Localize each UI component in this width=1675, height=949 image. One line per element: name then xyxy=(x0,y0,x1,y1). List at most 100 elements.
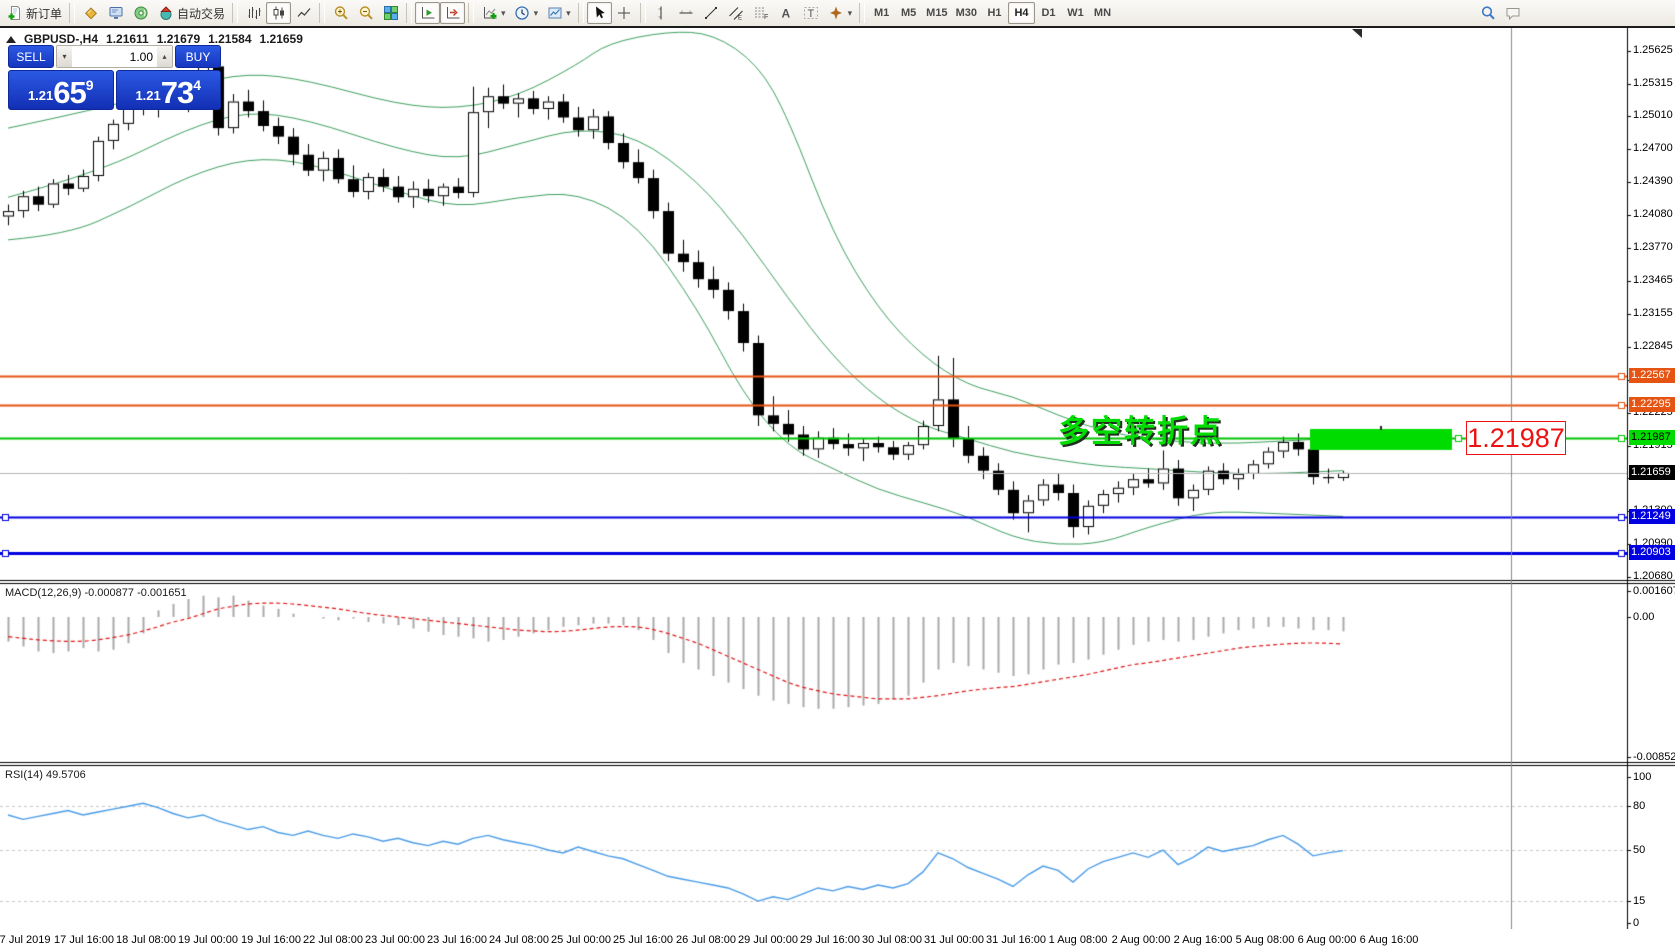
timeframe-button-mn[interactable]: MN xyxy=(1093,7,1112,19)
dropdown-caret-icon[interactable]: ▾ xyxy=(533,7,539,18)
collapse-panel-icon[interactable] xyxy=(6,35,16,43)
price-tick-label: 1.24390 xyxy=(1633,175,1673,187)
time-axis-label: 25 Jul 16:00 xyxy=(613,934,673,946)
rsi-tick-label: 100 xyxy=(1633,771,1652,783)
search-button[interactable] xyxy=(1475,2,1500,24)
volume-decrease-button[interactable]: ▾ xyxy=(57,46,72,67)
price-callout-label[interactable]: 1.21987 xyxy=(1466,421,1566,455)
trendline-icon xyxy=(703,5,720,22)
chart-header: GBPUSD-,H4 1.21611 1.21679 1.21584 1.216… xyxy=(6,32,303,46)
candlestick-icon xyxy=(270,5,287,22)
sell-price-display[interactable]: 1.21 65 9 xyxy=(8,70,114,110)
dropdown-caret-icon[interactable]: ▾ xyxy=(501,7,506,18)
signal-button[interactable] xyxy=(128,2,153,24)
trendline-button[interactable] xyxy=(699,2,724,24)
rsi-indicator-label: RSI(14) 49.5706 xyxy=(5,769,86,781)
time-axis-label: 2 Aug 16:00 xyxy=(1173,934,1233,946)
auto-trading-icon xyxy=(157,5,174,22)
periods-button[interactable]: ▾ xyxy=(510,2,543,24)
arrows-button[interactable]: ▾ xyxy=(824,2,857,24)
time-axis-label: 31 Jul 00:00 xyxy=(924,934,984,946)
timeframe-button-h1[interactable]: H1 xyxy=(987,7,1002,19)
timeframe-button-w1[interactable]: W1 xyxy=(1067,7,1084,19)
timeframe-button-m5[interactable]: M5 xyxy=(901,7,917,19)
rsi-tick-label: 50 xyxy=(1633,844,1646,856)
terminal-button[interactable] xyxy=(103,2,128,24)
buy-price-display[interactable]: 1.21 73 4 xyxy=(115,70,221,110)
bar-chart-icon xyxy=(245,5,262,22)
text-label-button[interactable]: T xyxy=(799,2,824,24)
new-order-button[interactable]: 新订单 xyxy=(2,2,66,24)
price-tick-label: 1.22845 xyxy=(1633,340,1673,352)
time-axis-label: 24 Jul 08:00 xyxy=(489,934,549,946)
dropdown-caret-icon[interactable]: ▾ xyxy=(847,7,853,18)
auto-scroll-icon xyxy=(419,5,436,22)
time-axis-label: 1 Aug 08:00 xyxy=(1048,934,1108,946)
vertical-line-button[interactable] xyxy=(649,2,674,24)
charts-profile-button[interactable] xyxy=(78,2,103,24)
line-chart-icon xyxy=(295,5,312,22)
auto-trading-button-label: 自动交易 xyxy=(177,6,226,21)
buy-button[interactable]: BUY xyxy=(175,45,221,68)
time-axis-label: 29 Jul 16:00 xyxy=(800,934,860,946)
sell-button[interactable]: SELL xyxy=(8,45,54,68)
new-order-button-label: 新订单 xyxy=(26,6,63,21)
volume-increase-button[interactable]: ▴ xyxy=(157,46,172,67)
zoom-in-button[interactable] xyxy=(328,2,353,24)
bar-chart-button[interactable] xyxy=(241,2,266,24)
auto-scroll-button[interactable] xyxy=(415,2,441,24)
one-click-trading-panel: SELL ▾ ▴ BUY 1.21 65 9 1.21 73 4 xyxy=(8,45,221,110)
horizontal-line-button[interactable] xyxy=(674,2,699,24)
timeframe-button-m1[interactable]: M1 xyxy=(874,7,890,19)
sell-price-prefix: 1.21 xyxy=(27,88,54,103)
chart-shift-marker-icon[interactable] xyxy=(1352,29,1362,38)
time-axis-label: 22 Jul 08:00 xyxy=(303,934,363,946)
chart-window-top-border xyxy=(0,26,1675,28)
chat-icon xyxy=(1504,5,1521,22)
chart-shift-button[interactable] xyxy=(440,2,466,24)
text-a-icon: A xyxy=(778,5,795,22)
tile-windows-button[interactable] xyxy=(378,2,403,24)
symbol-period-label: GBPUSD-,H4 xyxy=(24,32,99,46)
macd-indicator-label: MACD(12,26,9) -0.000877 -0.001651 xyxy=(5,587,187,599)
zoom-in-icon xyxy=(332,5,349,22)
toolbar-separator xyxy=(69,3,76,23)
line-chart-button[interactable] xyxy=(291,2,316,24)
time-axis-label: 29 Jul 00:00 xyxy=(738,934,798,946)
indicators-button[interactable]: ▾ xyxy=(477,2,510,24)
price-tick-label: 1.24080 xyxy=(1633,208,1673,220)
search-icon xyxy=(1479,5,1496,22)
volume-control: ▾ ▴ xyxy=(56,45,173,68)
channel-button[interactable]: E xyxy=(724,2,749,24)
crosshair-icon xyxy=(616,5,633,22)
timeframe-button-d1[interactable]: D1 xyxy=(1041,7,1056,19)
crosshair-button[interactable] xyxy=(612,2,637,24)
indicators-icon xyxy=(481,5,498,22)
cursor-button[interactable] xyxy=(586,2,612,24)
signal-icon xyxy=(132,5,149,22)
time-axis-label: 2 Aug 00:00 xyxy=(1111,934,1171,946)
time-axis-label: 31 Jul 16:00 xyxy=(986,934,1046,946)
time-axis-label: 17 Jul 2019 xyxy=(0,934,51,946)
templates-button[interactable]: ▾ xyxy=(542,2,575,24)
dropdown-caret-icon[interactable]: ▾ xyxy=(566,7,571,18)
volume-input[interactable] xyxy=(72,46,157,67)
price-tag-1.20903: 1.20903 xyxy=(1629,545,1675,560)
time-axis-label: 19 Jul 00:00 xyxy=(178,934,238,946)
sell-price-big: 65 xyxy=(53,74,86,110)
text-button[interactable]: A xyxy=(774,2,799,24)
timeframe-button-m15[interactable]: M15 xyxy=(926,7,948,19)
timeframe-button-m30[interactable]: M30 xyxy=(955,7,977,19)
vertical-line-icon xyxy=(653,5,670,22)
chart-annotation-text[interactable]: 多空转折点 xyxy=(1058,414,1223,449)
zoom-out-button[interactable] xyxy=(353,2,378,24)
candlestick-chart-button[interactable] xyxy=(266,2,292,24)
fibonacci-button[interactable]: F xyxy=(749,2,774,24)
buy-price-prefix: 1.21 xyxy=(135,88,161,103)
price-tick-label: 1.23770 xyxy=(1633,241,1673,253)
auto-trading-button[interactable]: 自动交易 xyxy=(153,2,229,24)
chart-canvas[interactable] xyxy=(0,28,1675,929)
timeframe-button-h4[interactable]: H4 xyxy=(1007,2,1035,24)
toolbar-separator xyxy=(859,3,866,23)
chat-button[interactable] xyxy=(1500,2,1525,24)
